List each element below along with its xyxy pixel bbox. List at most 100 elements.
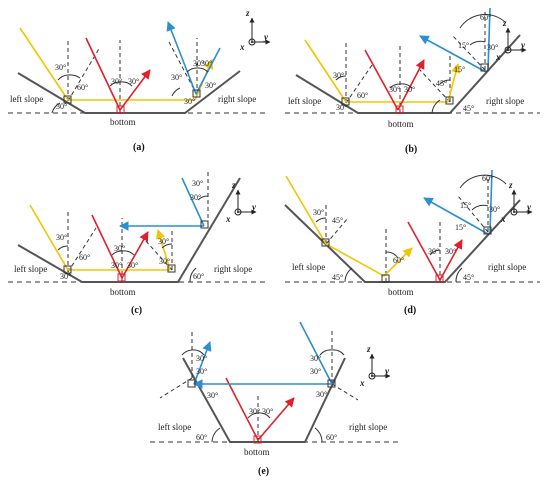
yellow-ray — [383, 247, 413, 277]
normal-line — [325, 217, 349, 245]
axis-z-label: z — [231, 180, 236, 190]
angle-arc — [171, 87, 181, 97]
right-slope-label: right slope — [218, 94, 256, 104]
axis-y-label: y — [251, 202, 257, 212]
panel-caption: (c) — [131, 305, 142, 316]
angle-label: 30° — [196, 354, 207, 363]
red-ray — [257, 397, 295, 441]
panel-c: 30° 30° 30° 30° 30° 60° 30° 30° 30° 30° … — [8, 170, 265, 316]
angle-arc — [67, 74, 81, 79]
angle-arc — [191, 349, 205, 356]
angle-arc — [211, 427, 221, 443]
angle-arc — [471, 204, 489, 211]
angle-label: 30° — [184, 97, 195, 106]
angle-arc — [257, 412, 271, 419]
angle-arc — [455, 267, 463, 283]
right-angle-mark — [381, 274, 390, 283]
angle-label: 30° — [262, 407, 273, 416]
angle-arc — [429, 249, 441, 256]
normal-line — [345, 64, 373, 104]
angle-label: 30° — [333, 71, 344, 80]
blue-ray — [193, 341, 212, 385]
right-angle-mark — [253, 435, 262, 444]
axis-x-label: x — [359, 378, 365, 388]
angle-arc — [247, 412, 259, 419]
angle-label: 15° — [458, 41, 469, 50]
angle-label: 60° — [77, 83, 88, 92]
bottom-label: bottom — [110, 287, 136, 297]
right-angle-mark — [116, 105, 125, 114]
angle-arc — [161, 243, 173, 249]
yellow-ray — [285, 175, 327, 245]
panel-e: 30° 30° 30° 30° 30° 30° 30° 30° 60° 60° … — [150, 321, 400, 477]
angle-arc — [57, 74, 69, 81]
panel-a: 30° 30° 60° 30° 30° 30° 30° 30° 30° 30° … — [8, 8, 271, 153]
blue-ray — [299, 321, 333, 385]
angle-arc — [197, 195, 209, 201]
angle-arc — [315, 217, 327, 223]
angle-arc — [459, 13, 506, 29]
angle-label: 60° — [79, 253, 90, 262]
yellow-ray — [155, 229, 171, 271]
angle-label: 30° — [316, 390, 327, 399]
angle-label: 60° — [480, 13, 491, 22]
right-slope-label: right slope — [349, 422, 387, 432]
normal-line — [159, 377, 193, 399]
angle-label: 45° — [332, 273, 343, 282]
angle-label: 30° — [310, 354, 321, 363]
angle-label: 30° — [445, 247, 456, 256]
angle-label: 45° — [332, 216, 343, 225]
angle-label: 60° — [357, 91, 368, 100]
red-ray — [91, 214, 123, 279]
normal-line — [331, 383, 359, 401]
angle-arc — [121, 250, 135, 256]
angle-label: 60° — [196, 433, 207, 442]
yellow-ray — [325, 243, 385, 277]
bottom-label: bottom — [110, 117, 136, 127]
angle-arc — [469, 40, 486, 46]
panel-caption: (d) — [404, 305, 416, 316]
right-angle-mark — [200, 220, 209, 229]
angle-arc — [385, 251, 399, 259]
panel-b: 60° 15° 30° 30° 60° 30° 30° 45° 15° 30° … — [285, 7, 540, 155]
axis-z-label: z — [366, 344, 371, 354]
angle-label: 30° — [128, 77, 139, 86]
trough-outline — [295, 34, 521, 114]
angle-label: 30° — [196, 367, 207, 376]
angle-label: 30° — [56, 102, 67, 111]
panel-caption: (b) — [405, 144, 417, 155]
angle-label: 30° — [111, 77, 122, 86]
bottom-label: bottom — [388, 287, 414, 297]
axis-y-label: y — [526, 202, 532, 212]
angle-label: 30° — [389, 85, 400, 94]
red-ray — [225, 377, 259, 441]
right-angle-mark — [187, 379, 196, 388]
angle-label: 30° — [111, 261, 122, 270]
red-ray — [397, 59, 425, 111]
normal-line — [451, 34, 486, 71]
panel-d: 60° 15° 30° 15° 30° 45° 60° 30° 30° 45° … — [284, 169, 540, 316]
angle-arc — [57, 245, 69, 251]
red-ray — [439, 239, 463, 281]
angle-label: 30° — [404, 85, 415, 94]
angle-arc — [51, 102, 61, 114]
right-angle-mark — [63, 95, 72, 104]
left-slope-label: left slope — [158, 422, 191, 432]
angle-label: 30° — [207, 391, 218, 400]
angle-label: 30° — [55, 63, 66, 72]
trough-outline — [17, 70, 241, 114]
axis-z-label: z — [508, 180, 513, 190]
angle-label: 15° — [454, 65, 465, 74]
right-slope-label: right slope — [488, 262, 526, 272]
axis-y-label: y — [520, 40, 526, 50]
angle-arc — [335, 75, 347, 81]
axis-x-label: x — [225, 214, 231, 224]
red-ray — [364, 49, 399, 111]
normal-line — [457, 195, 489, 233]
axis-triad: z y x — [500, 180, 533, 224]
right-angle-mark — [192, 89, 201, 98]
blue-ray — [423, 197, 489, 235]
angle-arc — [459, 174, 507, 189]
